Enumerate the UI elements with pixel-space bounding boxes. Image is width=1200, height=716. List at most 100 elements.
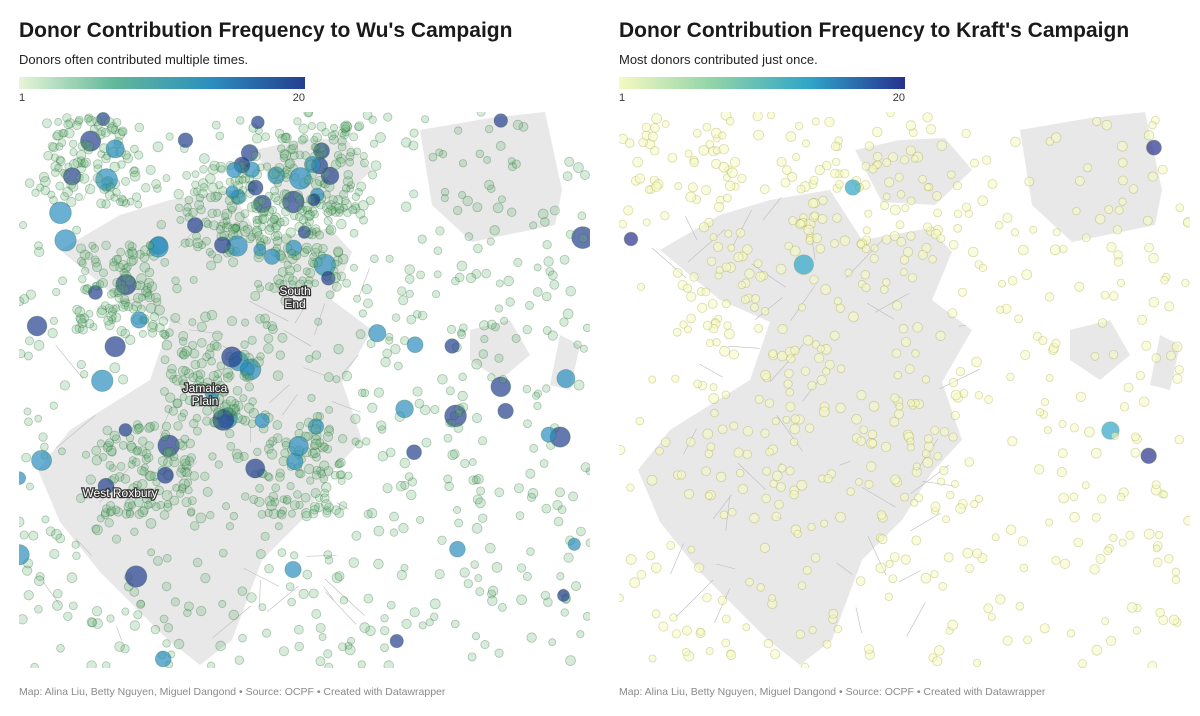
donor-dot (647, 475, 657, 485)
map (9, 108, 594, 671)
donor-dot (523, 385, 531, 393)
donor-dot (110, 474, 119, 483)
donor-dot (20, 531, 28, 539)
donor-dot (1046, 374, 1053, 381)
donor-dot (865, 210, 872, 217)
donor-dot (1137, 315, 1146, 324)
donor-dot (1182, 279, 1189, 286)
place-label: West Roxbury (82, 486, 157, 500)
donor-dot (405, 473, 413, 481)
donor-dot (368, 403, 377, 412)
donor-dot (1153, 558, 1162, 567)
donor-dot (88, 618, 97, 627)
donor-dot (1118, 176, 1127, 185)
donor-dot (81, 285, 89, 293)
donor-dot (956, 504, 966, 514)
donor-dot (1074, 538, 1083, 547)
donor-dot (1107, 242, 1117, 252)
donor-dot (177, 216, 184, 223)
donor-dot (163, 458, 172, 467)
donor-dot (390, 529, 398, 537)
donor-dot (399, 523, 409, 533)
donor-dot (454, 424, 463, 433)
donor-dot (142, 449, 151, 458)
donor-dot (1110, 534, 1118, 542)
donor-dot (91, 256, 99, 264)
donor-dot (329, 195, 337, 203)
donor-dot (276, 351, 285, 360)
donor-dot (459, 160, 466, 167)
donor-dot (1041, 398, 1048, 405)
donor-dot (487, 320, 496, 329)
road (116, 626, 121, 640)
donor-dot (312, 609, 321, 618)
donor-dot (211, 418, 220, 427)
donor-dot (549, 639, 556, 646)
donor-dot (727, 650, 736, 659)
donor-dot (475, 574, 482, 581)
donor-dot (288, 249, 296, 257)
donor-dot (979, 264, 986, 271)
donor-dot (672, 630, 680, 638)
place-label: Jamaica (183, 381, 228, 395)
donor-dot (764, 639, 773, 648)
donor-dot (216, 641, 226, 651)
donor-dot (571, 581, 580, 590)
donor-dot (342, 371, 352, 381)
donor-dot (869, 439, 877, 447)
donor-dot (145, 292, 152, 299)
donor-dot (334, 344, 344, 354)
donor-dot (77, 360, 85, 368)
donor-dot (496, 141, 505, 150)
donor-dot (131, 528, 139, 536)
donor-dot (445, 339, 460, 354)
donor-dot (1143, 216, 1152, 225)
donor-dot (569, 492, 578, 501)
donor-dot (1131, 448, 1140, 457)
donor-dot (1091, 448, 1101, 458)
donor-dot (581, 463, 590, 472)
donor-dot (247, 593, 257, 603)
donor-dot (1036, 409, 1043, 416)
donor-dot (264, 249, 280, 265)
donor-dot (488, 586, 498, 596)
donor-dot (793, 153, 800, 160)
donor-dot (687, 292, 696, 301)
donor-dot (490, 226, 500, 236)
donor-dot (458, 391, 468, 401)
donor-dot (836, 304, 844, 312)
donor-dot (1076, 392, 1085, 401)
donor-dot (225, 196, 234, 205)
donor-dot (300, 248, 308, 256)
donor-dot (902, 205, 909, 212)
donor-dot (326, 225, 336, 235)
donor-dot (926, 124, 936, 134)
donor-dot (940, 466, 949, 475)
donor-dot (209, 371, 218, 380)
donor-dot (134, 611, 142, 619)
donor-dot (400, 458, 410, 468)
donor-dot (794, 255, 814, 275)
donor-dot (271, 498, 279, 506)
donor-dot (1152, 354, 1161, 363)
donor-dot (413, 387, 422, 396)
donor-dot (830, 239, 838, 247)
donor-dot (240, 394, 247, 401)
donor-dot (363, 299, 372, 308)
donor-dot (360, 159, 368, 167)
donor-dot (102, 241, 111, 250)
donor-dot (65, 163, 72, 170)
donor-dot (682, 626, 691, 635)
donor-dot (656, 447, 664, 455)
donor-dot (1022, 270, 1032, 280)
road (899, 571, 921, 582)
donor-dot (417, 271, 425, 279)
donor-dot (817, 345, 824, 352)
donor-dot (625, 139, 634, 148)
donor-dot (239, 176, 246, 183)
donor-dot (128, 461, 135, 468)
donor-dot (265, 192, 273, 200)
donor-dot (195, 200, 204, 209)
donor-dot (248, 336, 256, 344)
donor-dot (447, 325, 455, 333)
